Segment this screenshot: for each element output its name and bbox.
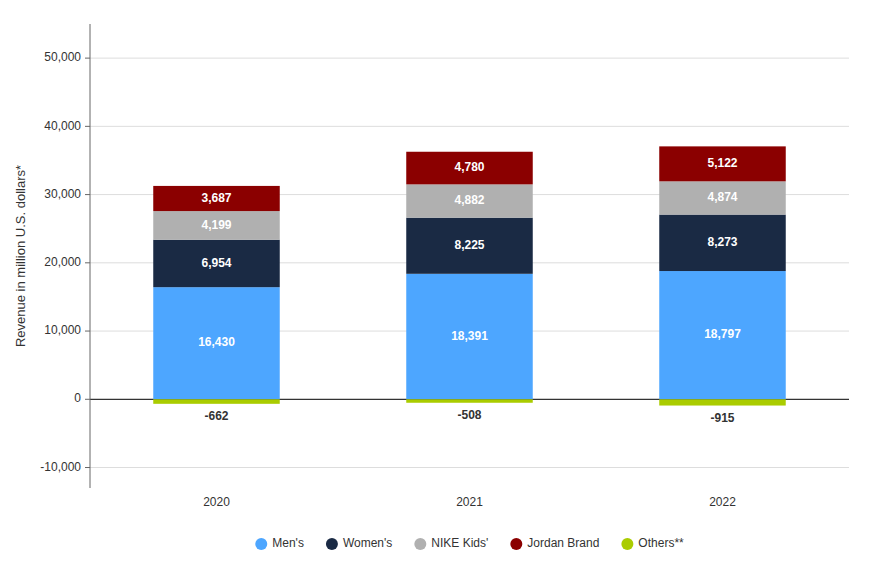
data-label: -508: [457, 408, 481, 422]
data-label: 18,797: [704, 327, 741, 341]
bar-segment: [659, 271, 786, 399]
bar-segment: [406, 274, 533, 399]
bar-segment: [406, 399, 533, 402]
data-label: 4,199: [201, 218, 231, 232]
bar-segment: [406, 218, 533, 274]
data-label: -915: [710, 411, 734, 425]
tick-mark: [85, 262, 90, 263]
data-label: -662: [204, 409, 228, 423]
data-label: 8,273: [707, 235, 737, 249]
axis-title: Revenue in million U.S. dollars*: [13, 165, 28, 347]
data-label: 18,391: [451, 329, 488, 343]
data-label: 3,687: [201, 191, 231, 205]
legend-label: Men's: [272, 536, 304, 550]
bar-segment: [659, 215, 786, 271]
bar-segment: [153, 240, 280, 287]
data-label: 6,954: [201, 256, 231, 270]
legend-item: Others**: [621, 536, 684, 550]
legend-label: Women's: [343, 536, 392, 550]
category-label: 2021: [456, 495, 483, 509]
tick-label: 10,000: [44, 323, 81, 337]
legend-marker: [414, 538, 426, 550]
bar-segment: [406, 152, 533, 185]
legend-label: Others**: [638, 536, 684, 550]
tick-mark: [85, 399, 90, 400]
tick-mark: [85, 194, 90, 195]
bar-segment: [153, 399, 280, 404]
grid-line: [90, 126, 849, 127]
tick-mark: [85, 331, 90, 332]
legend-marker: [255, 538, 267, 550]
bar-segment: [153, 287, 280, 399]
category-label: 2020: [203, 495, 230, 509]
bars: [153, 146, 786, 405]
data-label: 8,225: [454, 238, 484, 252]
bar-segment: [659, 146, 786, 181]
bar-segment: [659, 399, 786, 405]
tick-label: 50,000: [44, 50, 81, 64]
tick-mark: [85, 126, 90, 127]
tick-label: 40,000: [44, 119, 81, 133]
tick-label: 0: [74, 391, 81, 405]
tick-label: 20,000: [44, 255, 81, 269]
data-label: 5,122: [707, 156, 737, 170]
category-label: 2022: [709, 495, 736, 509]
chart: -10,000 0 10,000 20,000 30,000 40,000 50,000 Re…: [0, 0, 873, 574]
grid: [90, 58, 849, 467]
tick-mark: [85, 58, 90, 59]
legend-label: NIKE Kids': [431, 536, 488, 550]
grid-line: [90, 58, 849, 59]
legend-item: Women's: [326, 536, 392, 550]
bar-segment: [406, 184, 533, 217]
bar-segment: [153, 211, 280, 240]
data-label: 4,780: [454, 160, 484, 174]
data-labels: 16,430 18,391 18,797 6,954 8,225 8,273 4,199 4,…: [198, 156, 741, 425]
legend-item: NIKE Kids': [414, 536, 488, 550]
data-label: 4,874: [707, 190, 737, 204]
bar-segment: [153, 186, 280, 211]
y-axis: -10,000 0 10,000 20,000 30,000 40,000 50,000: [40, 24, 90, 488]
legend-label: Jordan Brand: [527, 536, 599, 550]
tick-label: 30,000: [44, 187, 81, 201]
tick-mark: [85, 467, 90, 468]
legend-marker: [510, 538, 522, 550]
legend-marker: [621, 538, 633, 550]
axis-line: [90, 24, 91, 488]
chart-container: -10,000 0 10,000 20,000 30,000 40,000 50,000 Re…: [0, 0, 873, 574]
tick-label: -10,000: [40, 460, 81, 474]
grid-line: [90, 467, 849, 468]
legend-item: Jordan Brand: [510, 536, 599, 550]
legend-item: Men's: [255, 536, 304, 550]
legend-marker: [326, 538, 338, 550]
data-label: 16,430: [198, 335, 235, 349]
data-label: 4,882: [454, 193, 484, 207]
legend: Men's Women's NIKE Kids' Jordan Brand Others…: [255, 536, 684, 550]
bar-segment: [659, 181, 786, 214]
